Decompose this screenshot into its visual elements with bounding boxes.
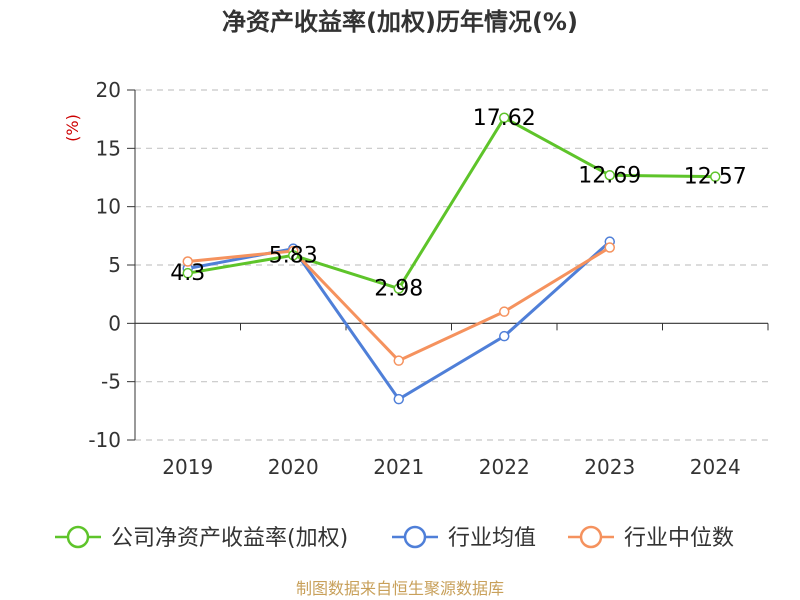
data-label: 12.57	[684, 165, 747, 190]
data-label: 12.69	[578, 163, 641, 188]
x-tick-label: 2019	[162, 455, 213, 479]
data-label: 4.3	[170, 261, 205, 286]
y-tick-label: 15	[96, 136, 121, 160]
x-tick-label: 2024	[690, 455, 741, 479]
data-label: 2.98	[374, 277, 423, 302]
source-note: 制图数据来自恒生聚源数据库	[296, 579, 504, 598]
series-points	[182, 112, 721, 405]
y-tick-label: 10	[96, 195, 121, 219]
data-point	[604, 242, 615, 253]
legend-label: 公司净资产收益率(加权)	[111, 526, 348, 551]
data-point	[288, 250, 299, 261]
legend-label: 行业中位数	[624, 526, 734, 551]
data-point	[393, 393, 404, 405]
legend-label: 行业均值	[448, 526, 536, 551]
data-point	[182, 267, 193, 279]
x-tick-label: 2023	[584, 455, 635, 479]
data-point	[499, 112, 510, 124]
series-line-0	[187, 116, 716, 291]
data-point	[393, 355, 404, 366]
legend-swatch-marker	[66, 525, 90, 549]
data-labels: 4.3 5.83 2.98 17.62 12.69 12.57	[170, 106, 746, 302]
axes: 20 15 10 5 0 -5 -10 2019 2020 2021 2022 2023 2024	[88, 78, 769, 479]
y-axis-label: (%)	[63, 114, 82, 142]
y-tick-label: 5	[108, 253, 121, 277]
x-tick-label: 2022	[479, 455, 530, 479]
data-point	[710, 171, 721, 182]
data-point	[182, 256, 193, 267]
data-point	[393, 283, 404, 294]
data-label: 17.62	[473, 106, 536, 131]
x-tick-label: 2021	[373, 455, 424, 479]
data-point	[499, 306, 510, 317]
data-point	[499, 330, 510, 342]
y-tick-label: -5	[101, 370, 121, 394]
y-tick-label: 20	[96, 78, 121, 102]
legend-swatch-marker	[579, 525, 603, 549]
y-tick-label: 0	[108, 311, 121, 335]
y-tick-label: -10	[88, 428, 121, 452]
legend-swatch-marker	[403, 525, 427, 549]
x-tick-label: 2020	[268, 455, 319, 479]
legend: 公司净资产收益率(加权) 行业均值 行业中位数	[55, 525, 734, 551]
data-point	[604, 170, 615, 181]
series-lines	[187, 116, 716, 401]
chart-title: 净资产收益率(加权)历年情况(%)	[222, 8, 578, 36]
data-label: 5.83	[269, 243, 318, 268]
